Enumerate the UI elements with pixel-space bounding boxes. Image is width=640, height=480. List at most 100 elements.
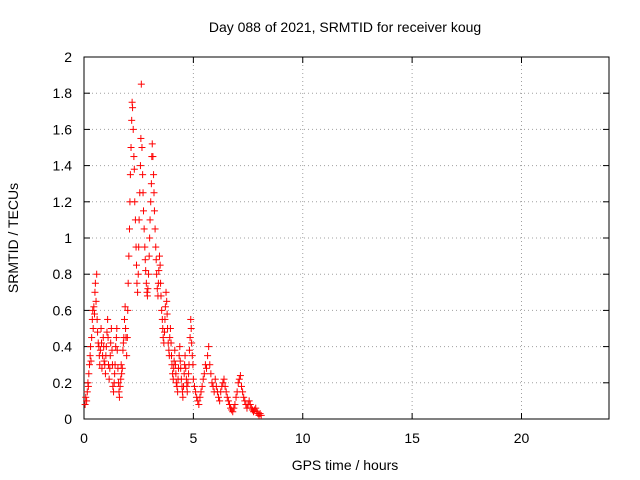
chart-title: Day 088 of 2021, SRMTID for receiver kou…: [209, 19, 481, 35]
data-point: [130, 153, 138, 161]
y-tick-label: 0.8: [53, 266, 73, 282]
data-point: [133, 261, 140, 269]
data-point: [142, 267, 150, 275]
data-point: [206, 361, 214, 369]
data-point: [139, 171, 147, 179]
x-tick-label: 0: [80, 430, 88, 446]
data-point: [109, 382, 117, 390]
data-point: [131, 198, 139, 206]
data-point: [229, 408, 237, 416]
data-point: [117, 375, 125, 383]
data-point: [240, 393, 248, 401]
data-point: [176, 357, 184, 365]
data-point: [90, 303, 98, 311]
data-point: [239, 388, 247, 396]
data-point: [207, 370, 215, 378]
data-point: [111, 370, 119, 378]
data-point: [118, 370, 126, 378]
data-point: [161, 315, 169, 323]
data-point: [235, 375, 243, 383]
data-point: [93, 270, 101, 278]
data-point: [147, 180, 155, 188]
data-point: [113, 325, 121, 332]
y-tick-label: 1.8: [53, 85, 73, 101]
data-point: [127, 144, 135, 151]
data-point: [153, 270, 161, 278]
grid: [84, 57, 609, 419]
data-point: [252, 404, 260, 412]
data-point: [81, 401, 89, 409]
data-point: [97, 325, 105, 332]
data-point: [222, 388, 230, 396]
data-point: [182, 375, 190, 383]
data-point: [136, 162, 144, 170]
y-tick-label: 1: [64, 230, 72, 246]
data-point: [157, 292, 165, 300]
data-point: [163, 297, 171, 305]
data-point: [143, 292, 151, 300]
data-point: [153, 285, 161, 293]
data-point: [141, 243, 149, 251]
data-point: [216, 397, 224, 405]
y-tick-label: 2: [64, 49, 72, 65]
data-point: [134, 270, 142, 278]
scatter-points: [81, 80, 265, 419]
data-point: [205, 343, 213, 351]
data-point: [87, 343, 95, 351]
data-point: [145, 252, 153, 260]
data-point: [182, 364, 190, 372]
data-point: [123, 352, 131, 360]
data-point: [219, 379, 227, 387]
data-point: [159, 334, 167, 342]
x-tick-label: 20: [514, 430, 530, 446]
data-point: [145, 270, 153, 278]
data-point: [88, 334, 96, 342]
data-point: [256, 410, 264, 418]
data-point: [179, 393, 187, 401]
data-point: [118, 364, 126, 372]
data-point: [111, 361, 119, 369]
data-point: [122, 325, 130, 332]
data-point: [89, 325, 97, 332]
data-point: [123, 334, 131, 342]
x-tick-label: 5: [189, 430, 197, 446]
data-point: [100, 357, 108, 365]
data-point: [98, 364, 106, 372]
data-point: [151, 225, 159, 233]
x-axis-label: GPS time / hours: [292, 457, 399, 473]
data-point: [135, 216, 143, 224]
data-point: [124, 306, 132, 314]
data-point: [188, 352, 196, 360]
data-point: [168, 352, 175, 360]
data-point: [129, 104, 137, 112]
data-point: [195, 401, 203, 409]
y-tick-label: 1.6: [53, 121, 73, 137]
data-point: [152, 256, 160, 264]
data-point: [125, 252, 133, 260]
data-point: [106, 364, 114, 372]
data-point: [183, 388, 191, 396]
data-point: [203, 364, 210, 372]
data-point: [188, 339, 196, 347]
y-tick-label: 1.2: [53, 194, 73, 210]
data-point: [91, 288, 99, 296]
y-tick-label: 0.4: [53, 339, 73, 355]
data-point: [96, 346, 104, 354]
data-point: [197, 388, 205, 396]
data-point: [85, 370, 93, 378]
data-point: [82, 393, 90, 401]
data-point: [231, 401, 239, 409]
data-point: [92, 297, 100, 305]
data-point: [93, 315, 101, 323]
data-point: [236, 372, 244, 380]
data-point: [121, 303, 129, 311]
data-point: [150, 171, 158, 179]
data-point: [83, 388, 91, 396]
data-point: [162, 288, 170, 296]
data-point: [98, 339, 105, 347]
data-point: [172, 379, 180, 387]
data-point: [245, 397, 253, 405]
data-point: [200, 370, 208, 378]
data-point: [112, 343, 120, 351]
y-tick-label: 0: [64, 411, 72, 427]
